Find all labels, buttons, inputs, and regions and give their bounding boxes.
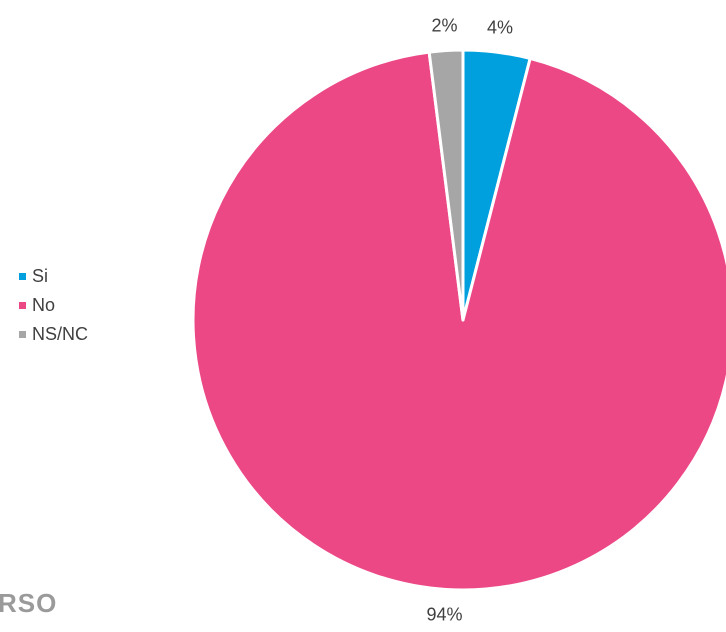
legend: Si No NS/NC: [19, 262, 88, 349]
legend-item-no: No: [19, 291, 88, 320]
watermark-logo-text: RSO: [0, 588, 58, 618]
data-label-nsnc: 2%: [431, 16, 457, 36]
pie-slice-nsnc: [427, 48, 465, 322]
pie-slices: [191, 48, 726, 592]
legend-swatch-nsnc: [19, 331, 26, 338]
legend-swatch-no: [19, 302, 26, 309]
legend-item-si: Si: [19, 262, 88, 291]
legend-label-no: No: [32, 295, 56, 315]
legend-swatch-si: [19, 273, 26, 280]
legend-label-si: Si: [32, 266, 49, 286]
legend-item-nsnc: NS/NC: [19, 320, 88, 349]
data-labels: 4% 94% 2%: [426, 16, 513, 625]
legend-label-nsnc: NS/NC: [32, 324, 89, 344]
pie-slice-no: [191, 50, 726, 592]
data-label-si: 4%: [487, 17, 513, 37]
data-label-no: 94%: [426, 604, 462, 624]
